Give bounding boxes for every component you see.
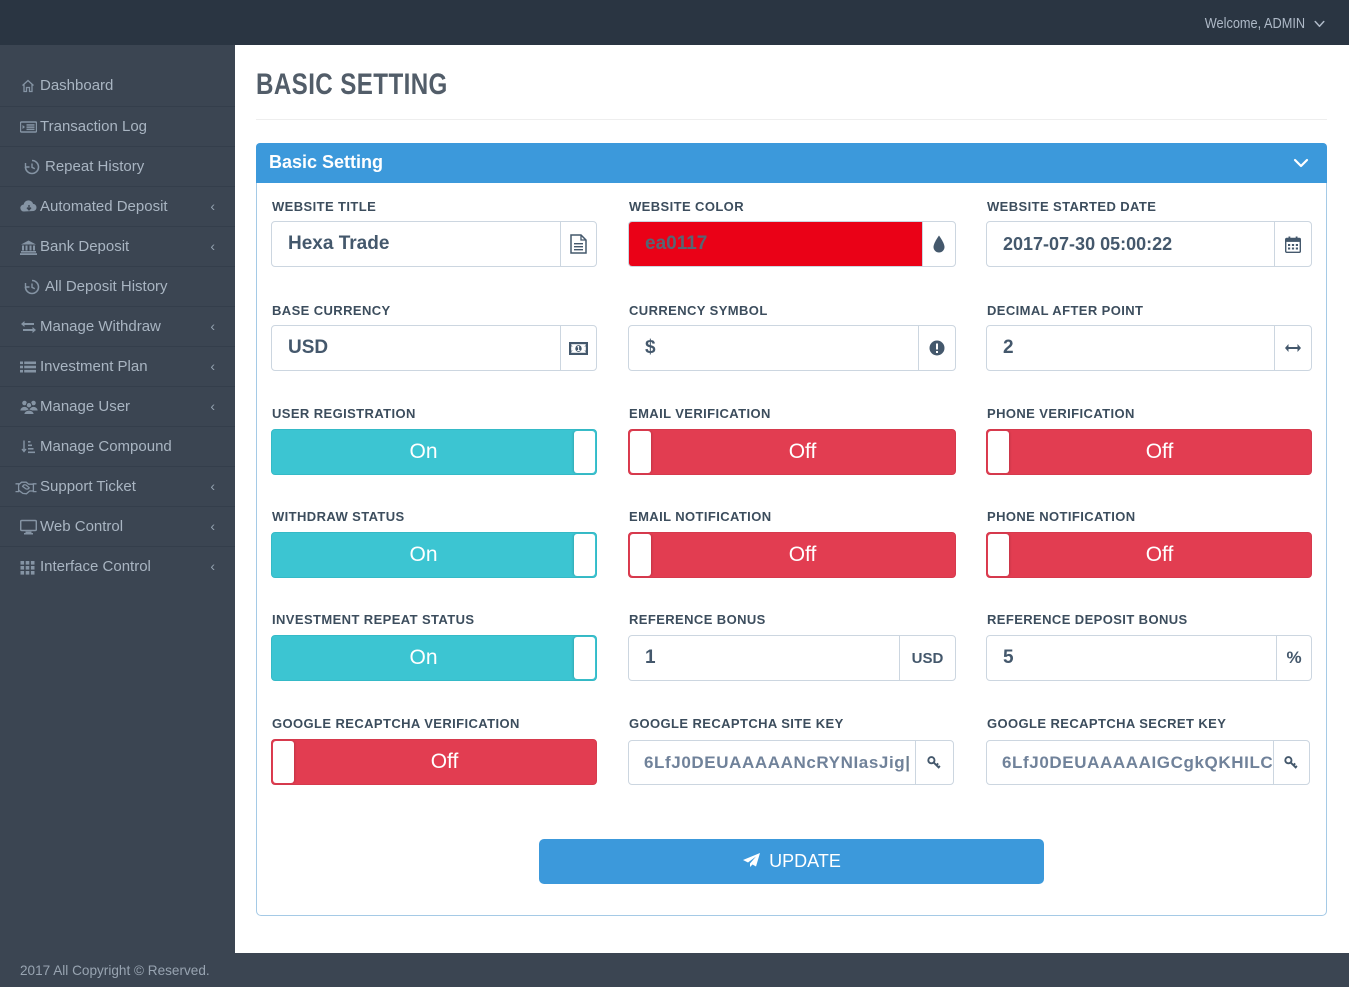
svg-text:1: 1 <box>577 346 581 353</box>
